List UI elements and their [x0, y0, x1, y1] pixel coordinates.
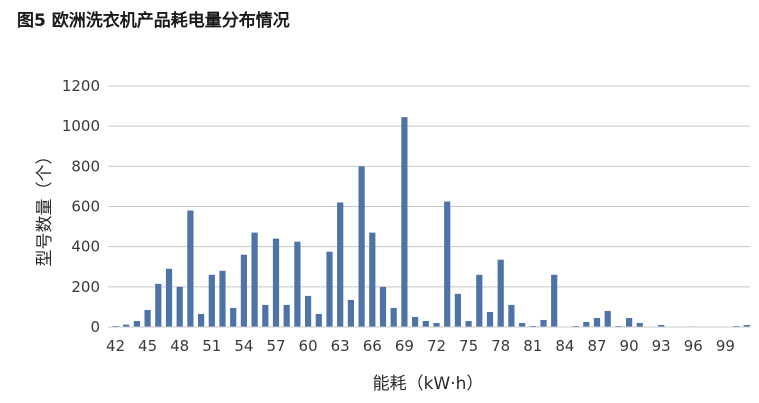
x-tick-label: 87 — [587, 337, 606, 355]
bar — [454, 293, 461, 327]
bar — [262, 304, 269, 327]
bar — [219, 270, 226, 327]
x-tick-label: 96 — [684, 337, 703, 355]
bar — [187, 210, 194, 327]
x-tick-label: 81 — [523, 337, 542, 355]
bar — [433, 322, 440, 327]
bar — [519, 322, 526, 327]
bar — [112, 325, 119, 327]
bar — [326, 251, 333, 327]
bar — [379, 286, 387, 327]
bar — [251, 232, 258, 327]
bar — [283, 304, 290, 327]
bar — [294, 241, 301, 327]
bar — [337, 202, 344, 327]
y-tick-label: 800 — [71, 157, 100, 175]
bar — [305, 295, 312, 327]
bar — [133, 320, 140, 327]
bar — [636, 322, 643, 327]
y-axis-label: 型号数量（个） — [35, 148, 55, 267]
bar — [529, 325, 536, 327]
bar — [508, 304, 515, 327]
x-tick-label: 72 — [427, 337, 446, 355]
bar — [272, 238, 280, 327]
x-tick-label: 54 — [234, 337, 253, 355]
gridlines — [108, 85, 750, 288]
x-tick-label: 99 — [716, 337, 735, 355]
x-tick-label: 75 — [459, 337, 478, 355]
x-tick-label: 45 — [138, 337, 157, 355]
bar — [422, 320, 429, 327]
x-tick-label: 60 — [299, 337, 318, 355]
bar — [315, 313, 322, 327]
bar — [390, 307, 397, 327]
x-tick-label: 69 — [395, 337, 414, 355]
x-tick-label: 48 — [170, 337, 189, 355]
x-tick-label: 57 — [266, 337, 285, 355]
x-tick-label: 93 — [652, 337, 671, 355]
y-tick-label: 1000 — [62, 117, 100, 135]
x-tick-label: 78 — [491, 337, 510, 355]
bar — [444, 201, 451, 327]
bar — [486, 311, 494, 327]
y-tick-label: 1200 — [62, 77, 100, 95]
bar — [144, 309, 151, 327]
x-tick-label: 84 — [555, 337, 574, 355]
chart-title: 图5 欧洲洗衣机产品耗电量分布情况 — [17, 11, 290, 31]
bars — [112, 117, 750, 327]
bar — [230, 307, 237, 327]
bar — [198, 313, 205, 327]
bar — [240, 254, 247, 327]
x-axis-label: 能耗（kW·h） — [373, 374, 484, 394]
x-tick-label: 63 — [331, 337, 350, 355]
bar — [176, 286, 183, 327]
y-tick-label: 200 — [71, 278, 100, 296]
bar — [626, 317, 633, 327]
bar — [208, 274, 215, 327]
bar — [593, 317, 601, 327]
bar — [572, 325, 579, 327]
bar — [476, 274, 483, 327]
x-tick-label: 42 — [106, 337, 125, 355]
bar — [497, 259, 504, 327]
y-tick-label: 400 — [71, 238, 100, 256]
bar — [743, 324, 750, 327]
bar — [658, 324, 665, 327]
x-tick-labels: 42 45 48 51 54 57 60 63 66 69 72 75 78 81 84 87 90 93 96 99 — [106, 337, 735, 355]
y-tick-label: 0 — [90, 318, 100, 336]
bar — [551, 274, 558, 327]
bar — [369, 232, 376, 327]
bar — [401, 117, 408, 327]
y-tick-label: 600 — [71, 198, 100, 216]
bar — [465, 320, 472, 327]
x-tick-label: 66 — [363, 337, 382, 355]
bar — [165, 268, 173, 327]
bar — [540, 319, 547, 327]
x-tick-label: 51 — [202, 337, 221, 355]
bar — [604, 310, 611, 327]
bar — [155, 283, 162, 327]
y-tick-labels: 0 200 400 600 800 1000 1200 — [62, 77, 100, 336]
bar — [347, 299, 354, 327]
bar — [733, 325, 740, 327]
bar — [615, 325, 622, 327]
bar — [123, 324, 130, 327]
bar — [358, 166, 365, 327]
bar — [412, 316, 419, 327]
bar — [583, 321, 590, 327]
x-tick-label: 90 — [620, 337, 639, 355]
